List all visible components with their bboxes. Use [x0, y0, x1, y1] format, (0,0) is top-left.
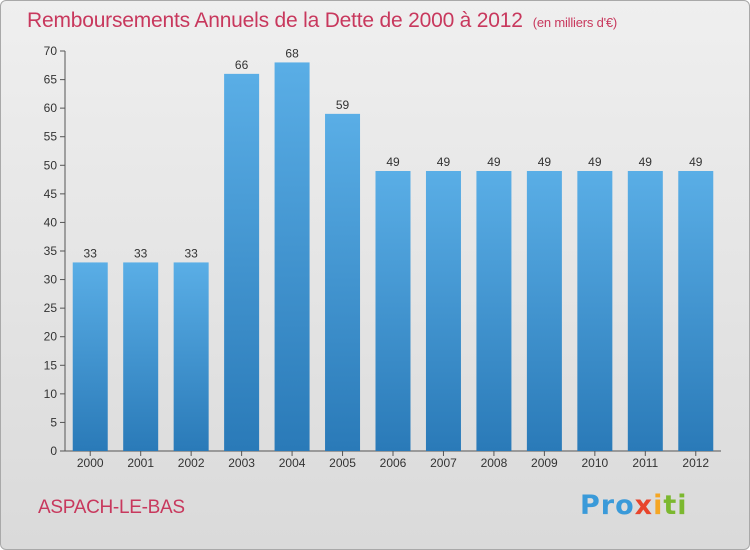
bar-value-label: 33	[84, 246, 98, 260]
x-tick-label: 2004	[279, 456, 306, 470]
x-tick-label: 2005	[329, 456, 356, 470]
bar	[526, 171, 562, 451]
y-tick-label: 70	[44, 44, 58, 58]
bar	[123, 262, 159, 451]
chart-title: Remboursements Annuels de la Dette de 20…	[27, 9, 617, 33]
commune-name: ASPACH-LE-BAS	[38, 497, 185, 518]
y-tick-label: 20	[44, 330, 58, 344]
bar-value-label: 49	[588, 155, 602, 169]
x-tick-label: 2008	[481, 456, 508, 470]
logo-part-4: ti	[663, 490, 688, 521]
bar-value-label: 49	[639, 155, 653, 169]
bar-value-label: 59	[336, 98, 350, 112]
x-tick-label: 2001	[127, 456, 154, 470]
x-tick-label: 2010	[581, 456, 608, 470]
bar-value-label: 68	[285, 46, 299, 60]
bar	[577, 171, 613, 451]
bar	[425, 171, 461, 451]
y-tick-label: 10	[44, 387, 58, 401]
y-tick-label: 40	[44, 215, 58, 229]
y-tick-label: 45	[44, 187, 58, 201]
logo-part-2: x	[634, 490, 654, 521]
bar	[224, 73, 260, 451]
bar	[476, 171, 512, 451]
unit-label: (en milliers d'€)	[532, 15, 618, 30]
x-tick-label: 2003	[228, 456, 255, 470]
logo-part-1: Pro	[580, 490, 635, 521]
bar-value-label: 49	[487, 155, 501, 169]
y-tick-label: 30	[44, 273, 58, 287]
bar-value-label: 66	[235, 58, 249, 72]
bar-value-label: 49	[386, 155, 400, 169]
y-tick-label: 25	[44, 301, 58, 315]
bar-value-label: 49	[538, 155, 552, 169]
proxiti-logo[interactable]: Proxiti	[580, 490, 688, 521]
x-tick-label: 2009	[531, 456, 558, 470]
value-labels: 33 33 33 66 68 59 49 49 49 49 49 49 49	[84, 46, 703, 260]
y-tick-label: 5	[50, 415, 57, 429]
bar-value-label: 33	[184, 246, 198, 260]
bars	[72, 62, 714, 452]
x-tick-label: 2007	[430, 456, 457, 470]
y-tick-label: 60	[44, 101, 58, 115]
bar	[627, 171, 663, 451]
y-tick-label: 0	[50, 444, 57, 458]
x-tick-label: 2011	[632, 456, 658, 470]
y-tick-label: 35	[44, 244, 58, 258]
y-tick-label: 50	[44, 158, 58, 172]
y-tick-label: 55	[44, 130, 58, 144]
bar	[678, 171, 714, 451]
bar	[375, 171, 411, 451]
title-text: Remboursements Annuels de la Dette de 20…	[27, 9, 523, 32]
bar	[173, 262, 209, 451]
bar	[274, 62, 310, 452]
x-tick-label: 2000	[77, 456, 104, 470]
x-tick-label: 2002	[178, 456, 205, 470]
bar	[325, 113, 361, 451]
bar	[72, 262, 108, 451]
x-tick-label: 2012	[682, 456, 709, 470]
bar-value-label: 49	[689, 155, 703, 169]
bar-value-label: 49	[437, 155, 451, 169]
logo-part-3: i	[653, 490, 664, 521]
bar-value-label: 33	[134, 246, 148, 260]
y-tick-label: 15	[44, 358, 58, 372]
x-tick-label: 2006	[380, 456, 407, 470]
y-tick-label: 65	[44, 73, 58, 87]
